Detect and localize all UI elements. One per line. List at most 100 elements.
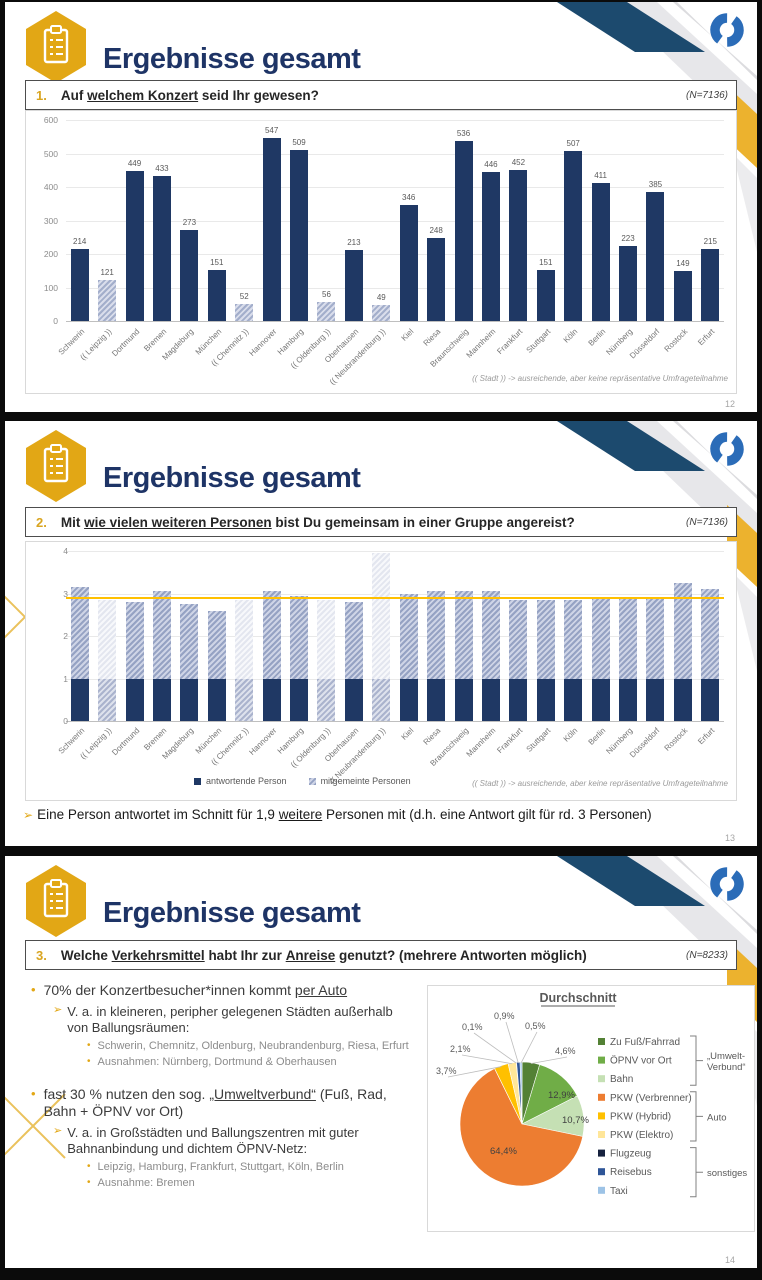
bar-chart: (( Stadt )) -> ausreichende, aber keine …: [25, 110, 737, 394]
question-number: 2.: [36, 514, 47, 530]
bar-segment-additional: [262, 591, 281, 679]
legend-label: antwortende Person: [206, 776, 287, 786]
bar: [125, 170, 144, 321]
bar: [673, 271, 692, 321]
bar: [70, 249, 89, 321]
bar-value-label: 214: [73, 237, 87, 247]
pie-leader-line: [505, 1021, 519, 1064]
bar-segment-responding: [564, 678, 583, 721]
pie-data-label: 64,4%: [490, 1146, 517, 1157]
legend-group-label: sonstiges: [707, 1168, 747, 1179]
y-axis-tick: 600: [43, 115, 58, 125]
pie-data-label: 4,6%: [555, 1046, 576, 1056]
slide-3: Ergebnisse gesamt 3. Welche Verkehrsmitt…: [5, 856, 757, 1268]
dot-bullet-icon: •: [31, 982, 36, 997]
checklist-hexagon-icon: [26, 865, 86, 937]
gridline: [66, 220, 724, 222]
bar: [619, 246, 638, 321]
bar-value-label: 547: [264, 125, 279, 135]
pie-leader-line: [473, 1032, 517, 1064]
stacked-bar-chart: antwortende Person mitgemeinte Personen (…: [25, 541, 737, 801]
bar: [98, 280, 117, 321]
gridline: [66, 593, 724, 595]
bar-value-label: 385: [648, 180, 663, 190]
pie-data-label: 3,7%: [436, 1066, 457, 1076]
chart-footnote: (( Stadt )) -> ausreichende, aber keine …: [472, 779, 728, 788]
bar-segment-responding: [235, 678, 254, 721]
bullet-item-level-1: • 70% der Konzertbesucher*innen kommt per…: [23, 982, 415, 1000]
bullet-text: Ausnahmen: Nürnberg, Dortmund & Oberhaus…: [98, 1055, 337, 1069]
y-axis-tick: 0: [53, 316, 58, 326]
bar-segment-additional: [235, 599, 254, 679]
bar: [152, 175, 171, 321]
page-title: Ergebnisse gesamt: [103, 462, 361, 495]
checklist-hexagon-icon: [26, 11, 86, 83]
bar-segment-responding: [152, 678, 171, 721]
legend-label: PKW (Hybrid): [610, 1111, 671, 1122]
gridline: [66, 678, 724, 680]
bar-value-label: 149: [676, 259, 690, 269]
text-segment: genutzt? (mehrere Antworten möglich): [335, 947, 587, 963]
bar-value-label: 273: [182, 217, 197, 227]
legend-swatch: [308, 777, 316, 785]
pie-chart: Durchschnitt 4,6% 12,9% 10,7% 64,4% 3,7% 2,1% 0…: [436, 991, 747, 1198]
bullet-item-level-3: • Ausnahme: Bremen: [87, 1176, 415, 1190]
bullet-text: Schwerin, Chemnitz, Oldenburg, Neubrande…: [98, 1039, 409, 1053]
bullet-item-level-1: • fast 30 % nutzen den sog. „Umweltverbun…: [23, 1086, 415, 1121]
pie-leader-line: [530, 1056, 568, 1065]
y-axis-tick: 0: [63, 716, 68, 726]
bar-segment-additional: [207, 610, 226, 679]
bar: [180, 229, 199, 321]
sample-size: (N=7136): [686, 89, 728, 101]
average-line: [66, 596, 724, 599]
bullet-list: • 70% der Konzertbesucher*innen kommt per…: [23, 982, 415, 1193]
legend-item: antwortende Person: [194, 776, 287, 786]
bar-segment-responding: [344, 678, 363, 721]
bar-segment-additional: [125, 602, 144, 679]
pie-chart-box: Durchschnitt 4,6% 12,9% 10,7% 64,4% 3,7% 2,1% 0…: [427, 985, 755, 1232]
bar-value-label: 213: [347, 237, 361, 247]
legend-swatch: [598, 1112, 605, 1120]
bar-value-label: 121: [100, 268, 114, 278]
slide-2: Ergebnisse gesamt 2. Mit wie vielen weit…: [5, 421, 757, 846]
bar: [207, 270, 226, 321]
gridline: [66, 153, 724, 155]
bar-segment-additional: [399, 593, 418, 679]
text-segment: Ausnahmen: Nürnberg, Dortmund & Oberhaus…: [97, 1056, 337, 1069]
bullet-item-level-3: • Schwerin, Chemnitz, Oldenburg, Neubrand…: [87, 1039, 415, 1053]
pie-leader-line: [520, 1031, 538, 1064]
checklist-hexagon-icon: [26, 430, 86, 502]
bar-value-label: 223: [621, 234, 635, 244]
pie-leader-line: [461, 1054, 513, 1065]
bar-segment-responding: [509, 678, 528, 721]
bar-segment-additional: [509, 599, 528, 679]
legend-item: mitgemeinte Personen: [308, 776, 411, 786]
pie-data-label: 0,5%: [525, 1021, 546, 1031]
bar: [481, 171, 500, 321]
arrow-bullet-icon: ➢: [53, 1124, 63, 1137]
legend-group-label: „Umwelt-: [707, 1051, 745, 1062]
bar: [646, 192, 665, 321]
bar-segment-additional: [317, 599, 336, 679]
bar-value-label: 446: [484, 159, 498, 169]
bar-segment-additional: [673, 582, 692, 679]
pie-slice: [459, 1068, 584, 1187]
bar-value-label: 248: [429, 225, 443, 235]
legend-swatch: [598, 1056, 605, 1064]
bar: [591, 183, 610, 321]
bar-segment-responding: [207, 678, 226, 721]
legend-label: Taxi: [610, 1186, 628, 1197]
text-segment: weitere: [278, 807, 323, 822]
y-axis-tick: 400: [43, 182, 58, 192]
bar-segment-additional: [619, 597, 638, 679]
bar: [701, 248, 720, 321]
text-segment: Auf: [60, 87, 88, 103]
legend-swatch: [598, 1131, 605, 1138]
bar-segment-additional: [701, 589, 720, 679]
bar-segment-responding: [180, 678, 199, 721]
bar-segment-additional: [481, 591, 500, 679]
bar: [536, 270, 555, 321]
bar-value-label: 449: [127, 158, 142, 168]
company-logo-icon: [710, 867, 744, 901]
